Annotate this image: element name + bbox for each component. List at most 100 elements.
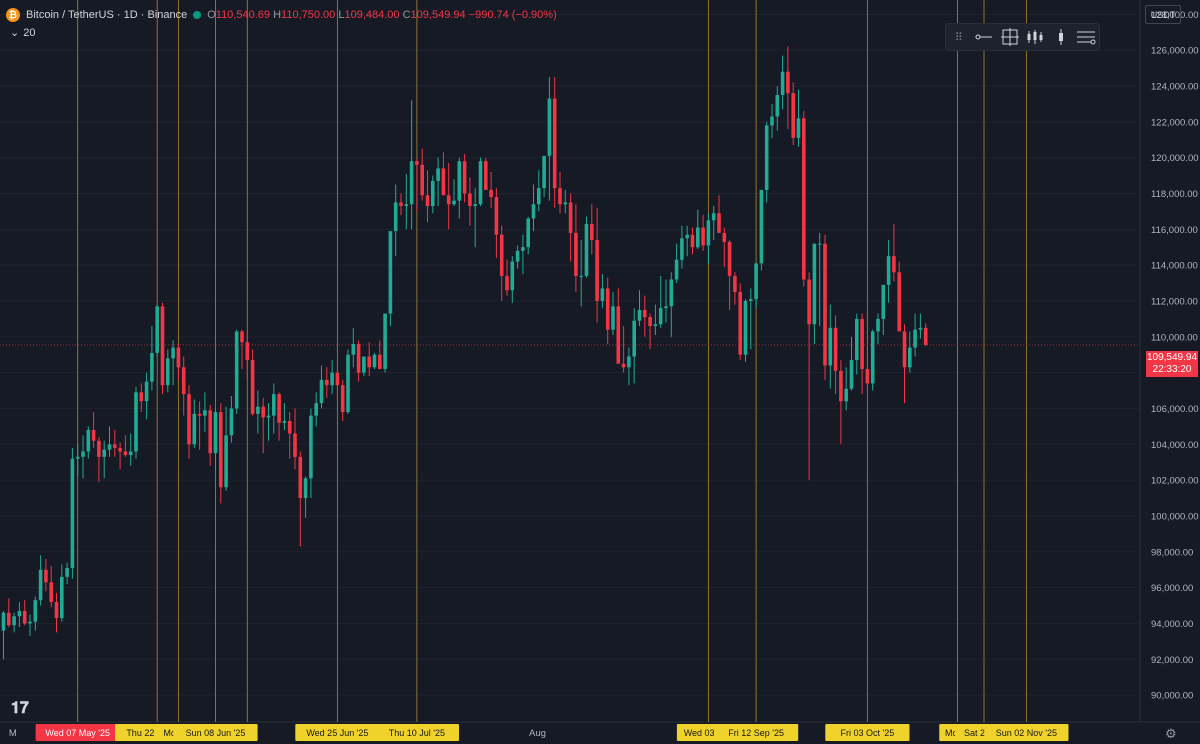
- candle-body: [780, 71, 785, 95]
- candle-body: [886, 256, 891, 285]
- candle-body: [590, 223, 594, 241]
- marker-label-bg: [825, 724, 910, 741]
- candle-body: [521, 247, 525, 251]
- candle-body: [38, 569, 43, 601]
- candle-body: [616, 306, 621, 364]
- candle-body: [892, 256, 896, 273]
- market-status-icon: [193, 11, 202, 19]
- candle-body: [881, 284, 886, 319]
- high-value: 110,750.00: [281, 9, 336, 21]
- candle-body: [393, 202, 398, 232]
- candle-body: [70, 458, 75, 568]
- candle-body: [494, 197, 499, 235]
- chevron-down-icon[interactable]: ⌄: [10, 27, 20, 39]
- candle-body: [330, 372, 334, 386]
- candle-body: [351, 343, 356, 355]
- candle-body: [171, 347, 175, 359]
- candle-body: [558, 188, 562, 205]
- price-tick-label: 90,000.00: [1151, 691, 1193, 702]
- drag-handle-icon[interactable]: ⠿: [954, 31, 963, 44]
- floating-toolbar[interactable]: ⠿: [945, 23, 1100, 51]
- candle-body: [240, 331, 244, 343]
- change-value: −990.74 (−0.90%): [468, 9, 557, 21]
- candle-body: [229, 408, 234, 436]
- candle-body: [627, 356, 631, 368]
- candle-body: [150, 352, 154, 382]
- candle-body: [600, 288, 605, 301]
- bitcoin-icon: ₿: [6, 8, 20, 22]
- candle-body: [102, 449, 106, 457]
- marker-label: Wed 25 Jun '25: [306, 728, 368, 738]
- candle-body: [791, 93, 795, 138]
- candle-body: [75, 456, 80, 459]
- indicator-toggle[interactable]: ⌄ 20: [10, 26, 36, 40]
- price-tick-label: 124,000.00: [1151, 81, 1199, 92]
- marker-label-bg: [984, 724, 1069, 741]
- candle-body: [160, 306, 165, 386]
- candle-body: [399, 202, 403, 207]
- candle-body: [802, 118, 806, 280]
- currency-button[interactable]: USDT: [1145, 5, 1181, 24]
- candle-body: [298, 456, 303, 499]
- single-candle-icon[interactable]: [1051, 27, 1071, 47]
- candle-body: [287, 421, 292, 434]
- candle-body: [367, 356, 371, 368]
- candle-body: [441, 168, 446, 196]
- symbol-title[interactable]: Bitcoin / TetherUS · 1D · Binance: [26, 9, 188, 21]
- candle-body: [277, 394, 281, 423]
- candle-body: [711, 213, 716, 221]
- candle-body: [484, 161, 488, 190]
- candle-body: [902, 331, 907, 368]
- price-tick-label: 94,000.00: [1151, 619, 1193, 630]
- candle-body: [870, 331, 875, 384]
- horizontal-line-icon[interactable]: [974, 27, 994, 47]
- candle-body: [293, 433, 297, 457]
- candle-body: [91, 429, 96, 441]
- candle-body: [664, 306, 668, 309]
- candle-body: [701, 227, 705, 246]
- candle-body: [383, 313, 387, 370]
- candle-body: [208, 410, 212, 454]
- candle-body: [669, 279, 674, 307]
- candle-body: [505, 275, 509, 291]
- candle-body: [139, 392, 144, 402]
- candles-layer: [1, 46, 928, 660]
- settings-lines-icon[interactable]: [1076, 27, 1096, 47]
- candle-body: [362, 356, 366, 373]
- candle-body: [764, 125, 769, 190]
- candle-body: [219, 412, 223, 488]
- last-price-value: 109,549.94: [1146, 352, 1198, 363]
- price-tick-label: 96,000.00: [1151, 583, 1193, 594]
- candle-body: [733, 275, 737, 293]
- candle-body: [303, 478, 308, 499]
- candle-body: [462, 161, 467, 194]
- candle-body: [637, 309, 642, 321]
- candle-body: [446, 195, 451, 205]
- candle-body: [340, 385, 345, 413]
- candle-body: [611, 306, 615, 330]
- candle-body: [7, 612, 11, 626]
- indicator-count: 20: [23, 26, 36, 39]
- candles-icon[interactable]: [1025, 27, 1045, 47]
- candle-body: [234, 331, 239, 409]
- candle-body: [457, 161, 462, 201]
- low-key: L: [338, 9, 345, 21]
- candle-body: [807, 279, 811, 325]
- open-value: 110,540.69: [215, 9, 271, 21]
- marker-label-bg: [374, 724, 459, 741]
- candle-body: [22, 610, 27, 624]
- candle-body: [674, 259, 679, 280]
- candle-body: [144, 381, 149, 402]
- candle-body: [166, 358, 170, 386]
- candle-body: [65, 567, 69, 577]
- settings-gear-icon[interactable]: ⚙: [1165, 726, 1177, 741]
- candle-body: [346, 354, 350, 413]
- candle-body: [213, 412, 218, 454]
- tradingview-logo-icon[interactable]: 𝟏𝟕: [11, 698, 29, 717]
- marker-label-bg: [173, 724, 258, 741]
- candle-body: [187, 394, 191, 445]
- crosshair-box-icon[interactable]: [1000, 27, 1020, 47]
- candle-body: [579, 275, 583, 277]
